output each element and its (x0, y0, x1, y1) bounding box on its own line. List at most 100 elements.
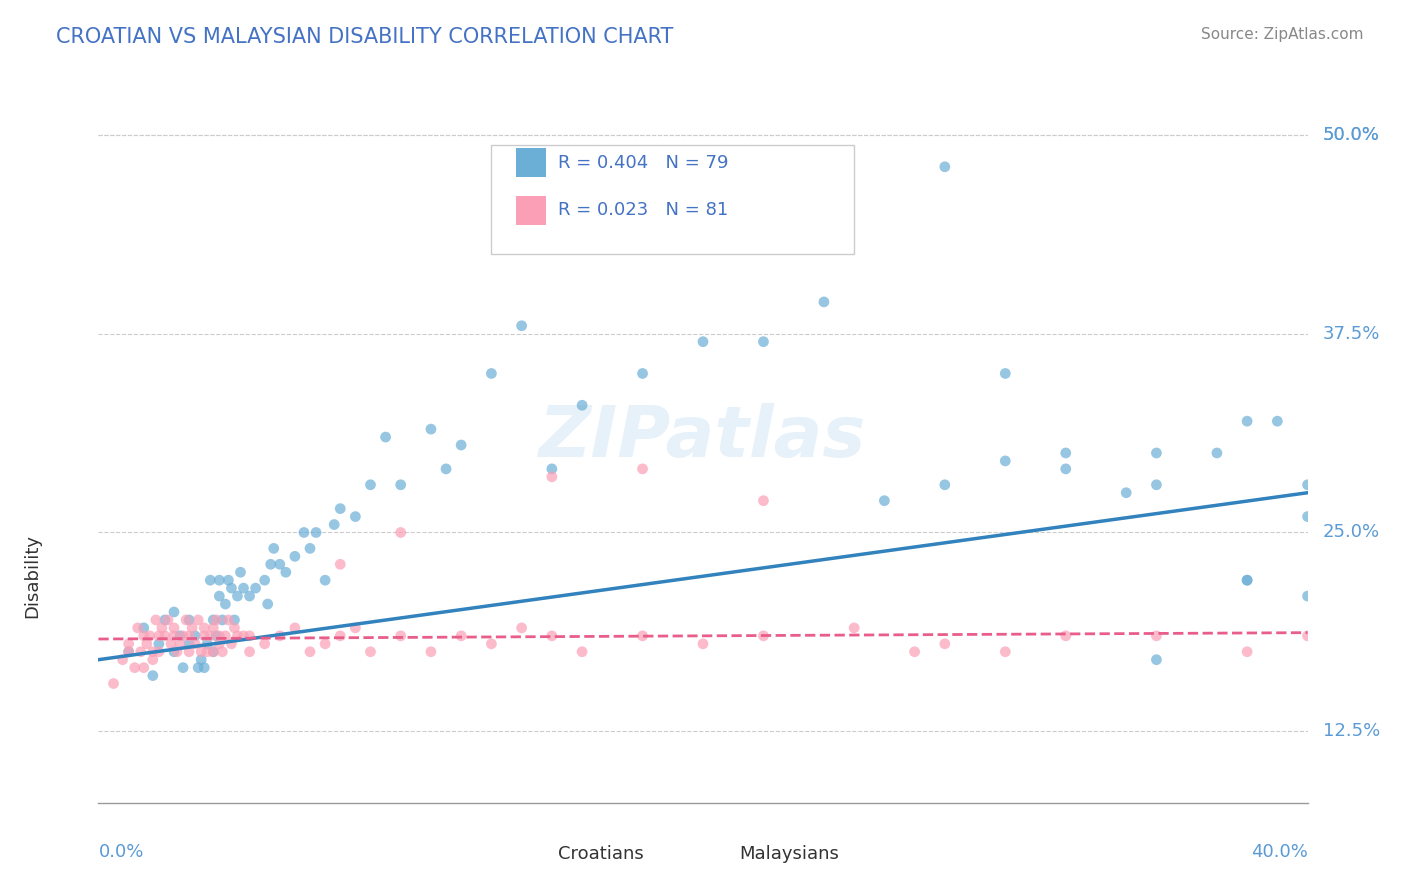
Point (344, 509, 367, 524)
Point (190, 653, 212, 667)
Point (217, 613, 239, 627)
Point (160, 637, 183, 651)
Point (510, 318, 533, 333)
Point (256, 597, 278, 611)
Point (148, 637, 170, 651)
Text: 50.0%: 50.0% (1323, 126, 1379, 144)
Point (450, 629, 472, 643)
Point (224, 613, 246, 627)
Point (299, 541, 322, 556)
Point (245, 581, 267, 595)
Point (1054, 462, 1077, 476)
Point (111, 653, 134, 667)
Point (132, 629, 155, 643)
Point (540, 462, 562, 476)
Point (200, 629, 222, 643)
Text: 25.0%: 25.0% (1323, 524, 1379, 541)
Point (1296, 589, 1319, 603)
Point (934, 477, 956, 491)
Point (148, 645, 170, 659)
Point (179, 645, 201, 659)
Point (118, 645, 141, 659)
Point (214, 629, 236, 643)
Point (202, 613, 225, 627)
Point (284, 621, 307, 635)
Point (163, 621, 186, 635)
Point (202, 621, 225, 635)
Text: 0.0%: 0.0% (98, 843, 143, 861)
Point (1144, 477, 1167, 491)
Point (329, 558, 352, 572)
Point (389, 525, 412, 540)
Point (193, 621, 215, 635)
FancyBboxPatch shape (697, 843, 727, 865)
Point (389, 477, 412, 491)
FancyBboxPatch shape (516, 843, 546, 865)
Point (179, 613, 201, 627)
Point (374, 430, 396, 444)
Point (202, 645, 225, 659)
Point (1144, 629, 1167, 643)
Point (169, 637, 191, 651)
FancyBboxPatch shape (492, 145, 855, 254)
Text: R = 0.023   N = 81: R = 0.023 N = 81 (558, 202, 728, 219)
Point (142, 653, 165, 667)
Point (127, 621, 149, 635)
Point (269, 629, 291, 643)
Point (1236, 573, 1258, 587)
Point (150, 621, 173, 635)
Point (221, 637, 243, 651)
Point (1054, 446, 1077, 460)
Point (752, 629, 775, 643)
Point (205, 613, 228, 627)
Point (314, 573, 336, 587)
Point (323, 517, 346, 532)
Point (299, 645, 322, 659)
Point (184, 629, 207, 643)
Point (232, 629, 254, 643)
Point (1267, 414, 1289, 428)
Point (142, 645, 165, 659)
Point (481, 367, 503, 381)
Text: 37.5%: 37.5% (1323, 325, 1381, 343)
Point (360, 645, 382, 659)
Point (205, 629, 228, 643)
Point (224, 621, 246, 635)
Point (305, 525, 328, 540)
Point (269, 558, 291, 572)
Point (813, 294, 835, 309)
Point (1206, 446, 1229, 460)
Point (844, 621, 866, 635)
Point (934, 637, 956, 651)
Point (226, 589, 249, 603)
Point (166, 645, 188, 659)
Point (172, 629, 194, 643)
Point (211, 613, 233, 627)
Point (1144, 653, 1167, 667)
Point (172, 660, 194, 674)
Point (239, 629, 262, 643)
Point (169, 629, 191, 643)
Point (208, 637, 231, 651)
Point (153, 613, 176, 627)
FancyBboxPatch shape (516, 148, 546, 178)
Point (420, 645, 443, 659)
Text: ZIPatlas: ZIPatlas (540, 402, 866, 472)
Point (274, 566, 297, 580)
Point (179, 637, 201, 651)
Point (994, 367, 1017, 381)
Point (994, 454, 1017, 468)
Point (481, 637, 503, 651)
Point (1144, 446, 1167, 460)
Point (692, 637, 714, 651)
Point (129, 645, 152, 659)
Point (142, 668, 165, 682)
Point (208, 629, 231, 643)
Text: 40.0%: 40.0% (1251, 843, 1308, 861)
Point (135, 637, 157, 651)
Point (329, 501, 352, 516)
Point (208, 573, 231, 587)
Point (229, 566, 252, 580)
Point (221, 581, 243, 595)
Point (163, 645, 186, 659)
